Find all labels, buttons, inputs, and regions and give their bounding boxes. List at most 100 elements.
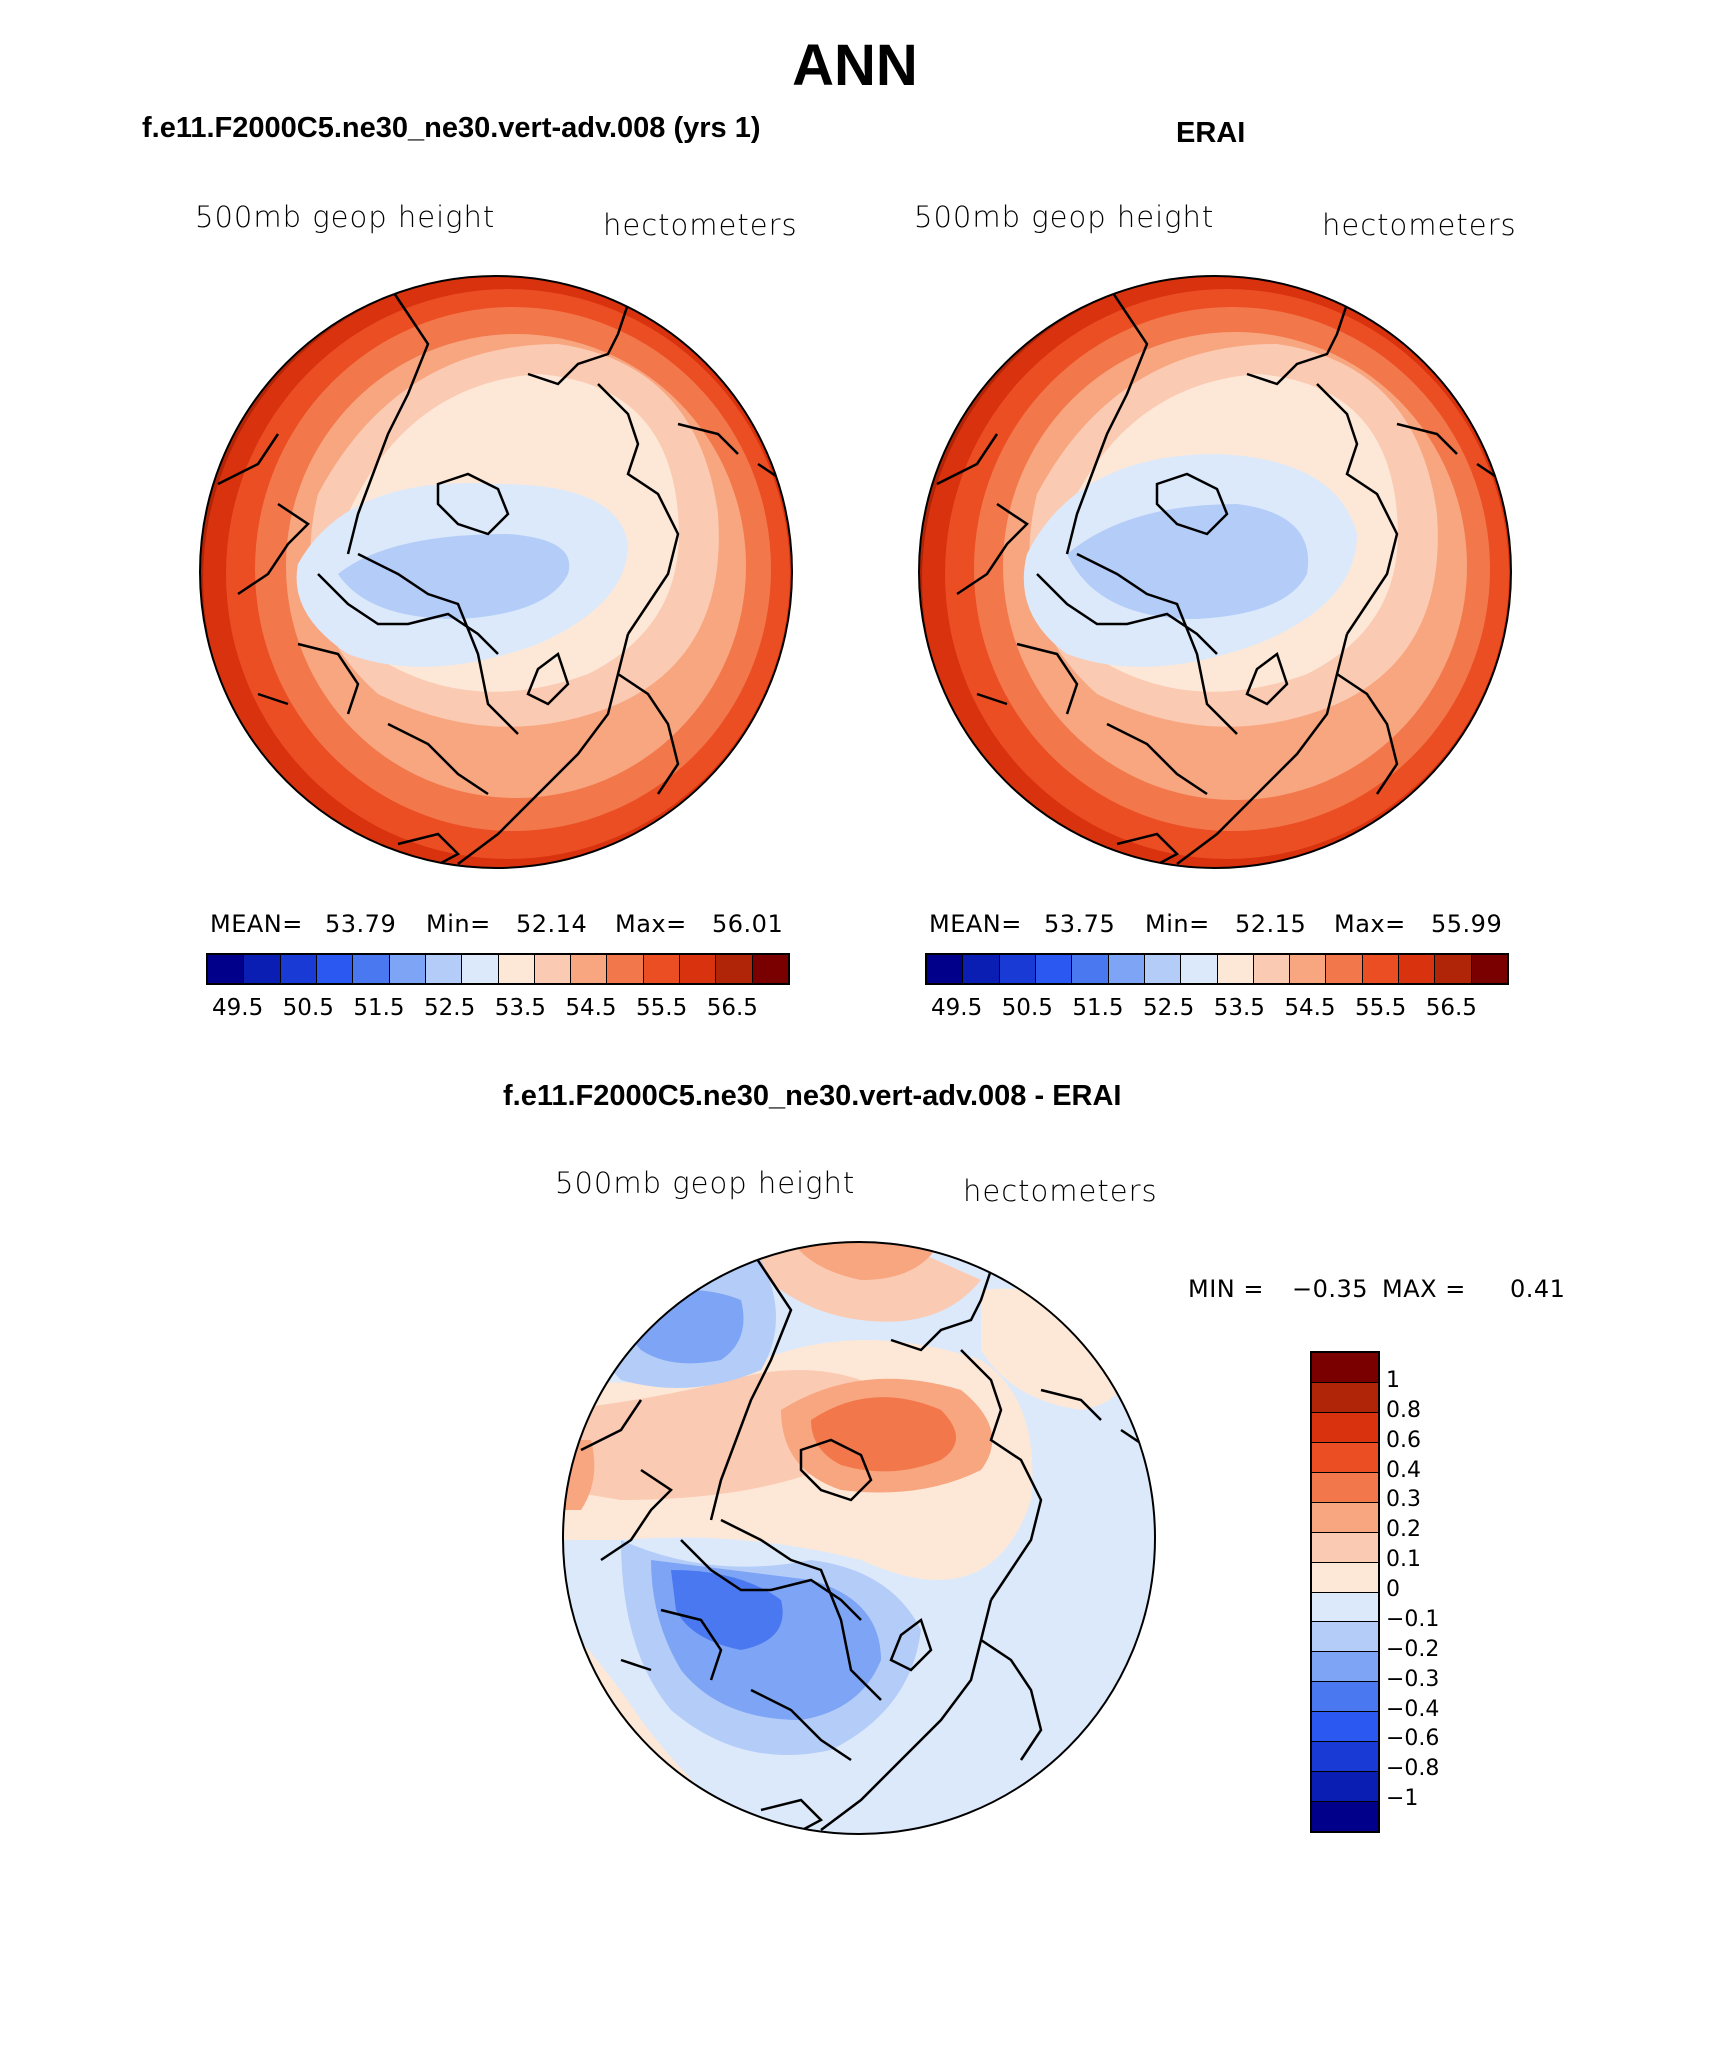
panel-model-colorbar-tick-4: 53.5 — [494, 995, 546, 1021]
panel-model-mean-label: MEAN= — [210, 910, 303, 938]
panel-diff-map — [562, 1241, 1156, 1835]
panel-obs-colorbar-swatch-6 — [1144, 955, 1182, 983]
panel-obs-colorbar-swatch-15 — [1471, 955, 1507, 983]
panel-diff-colorbar-tick-14: −1 — [1386, 1786, 1419, 1812]
panel-model-colorbar-swatch-7 — [462, 955, 499, 983]
panel-obs-max-value: 55.99 — [1431, 910, 1503, 938]
panel-model-variable: 500mb geop height — [195, 200, 496, 234]
panel-model-colorbar-swatch-13 — [680, 955, 717, 983]
panel-obs-colorbar-tick-4: 53.5 — [1213, 995, 1265, 1021]
panel-diff-title: f.e11.F2000C5.ne30_ne30.vert-adv.008 - E… — [503, 1080, 1122, 1112]
panel-model-colorbar-tick-2: 51.5 — [353, 995, 405, 1021]
panel-obs-colorbar-tick-1: 50.5 — [1001, 995, 1053, 1021]
panel-obs-colorbar — [925, 953, 1509, 985]
panel-obs-mean-value: 53.75 — [1044, 910, 1116, 938]
panel-model-colorbar-swatch-15 — [752, 955, 788, 983]
panel-diff-min-value: −0.35 — [1292, 1275, 1369, 1303]
panel-model-colorbar-swatch-4 — [353, 955, 390, 983]
panel-diff-colorbar-tick-2: 0.6 — [1386, 1427, 1421, 1453]
panel-model-max-value: 56.01 — [712, 910, 784, 938]
panel-obs-mean-label: MEAN= — [929, 910, 1022, 938]
panel-diff-colorbar-swatch-6 — [1312, 1532, 1378, 1563]
panel-model-colorbar-swatch-3 — [316, 955, 354, 983]
panel-model-colorbar-tick-1: 50.5 — [282, 995, 334, 1021]
panel-diff-colorbar-tick-12: −0.6 — [1386, 1726, 1440, 1752]
panel-obs-colorbar-swatch-10 — [1290, 955, 1327, 983]
panel-model-colorbar-swatch-6 — [425, 955, 463, 983]
panel-diff-variable: 500mb geop height — [555, 1166, 856, 1200]
panel-diff-colorbar-swatch-10 — [1312, 1652, 1378, 1683]
panel-diff-colorbar-swatch-2 — [1312, 1412, 1378, 1443]
panel-diff-colorbar-tick-3: 0.4 — [1386, 1457, 1421, 1483]
panel-model-min-value: 52.14 — [516, 910, 588, 938]
panel-model-max-label: Max= — [615, 910, 687, 938]
panel-obs-units: hectometers — [1322, 208, 1517, 242]
panel-diff-colorbar-tick-9: −0.2 — [1386, 1636, 1440, 1662]
main-title: ANN — [792, 33, 918, 98]
panel-obs-colorbar-swatch-4 — [1072, 955, 1109, 983]
panel-model-colorbar-tick-0: 49.5 — [212, 995, 264, 1021]
panel-diff-colorbar-tick-1: 0.8 — [1386, 1397, 1421, 1423]
panel-model-colorbar-tick-6: 55.5 — [636, 995, 688, 1021]
panel-model-colorbar-swatch-5 — [389, 955, 426, 983]
panel-diff-colorbar-swatch-1 — [1312, 1382, 1378, 1413]
panel-obs-map — [918, 275, 1512, 869]
panel-diff-colorbar-tick-6: 0.1 — [1386, 1547, 1421, 1573]
panel-obs-colorbar-tick-6: 55.5 — [1355, 995, 1407, 1021]
panel-diff-colorbar-tick-13: −0.8 — [1386, 1756, 1440, 1782]
panel-obs-colorbar-swatch-11 — [1326, 955, 1363, 983]
panel-obs-colorbar-tick-0: 49.5 — [931, 995, 983, 1021]
panel-model-colorbar — [206, 953, 790, 985]
panel-obs-colorbar-swatch-9 — [1253, 955, 1291, 983]
panel-obs-colorbar-swatch-0 — [927, 955, 964, 983]
panel-model-colorbar-swatch-9 — [534, 955, 572, 983]
panel-obs-colorbar-tick-5: 54.5 — [1284, 995, 1336, 1021]
panel-diff-colorbar-swatch-9 — [1312, 1622, 1378, 1653]
panel-diff-colorbar-swatch-3 — [1312, 1442, 1378, 1473]
panel-model-colorbar-tick-3: 52.5 — [424, 995, 476, 1021]
panel-obs-max-label: Max= — [1334, 910, 1406, 938]
panel-diff-colorbar-swatch-8 — [1312, 1592, 1378, 1623]
panel-model-colorbar-swatch-10 — [571, 955, 608, 983]
panel-diff-max-label: MAX = — [1382, 1275, 1466, 1303]
panel-diff-min-label: MIN = — [1188, 1275, 1264, 1303]
panel-diff-colorbar-tick-11: −0.4 — [1386, 1696, 1440, 1722]
panel-model-colorbar-tick-7: 56.5 — [706, 995, 758, 1021]
panel-obs-colorbar-tick-7: 56.5 — [1425, 995, 1477, 1021]
panel-model-colorbar-swatch-1 — [244, 955, 281, 983]
panel-diff-colorbar-swatch-0 — [1312, 1353, 1378, 1383]
panel-obs-colorbar-swatch-14 — [1435, 955, 1472, 983]
panel-model-colorbar-swatch-11 — [607, 955, 644, 983]
panel-model-units: hectometers — [603, 208, 798, 242]
panel-obs-variable: 500mb geop height — [914, 200, 1215, 234]
panel-obs-colorbar-swatch-13 — [1399, 955, 1436, 983]
panel-model-colorbar-ticks: 49.5 50.5 51.5 52.5 53.5 54.5 55.5 56.5 — [212, 995, 758, 1021]
panel-diff-colorbar-swatch-7 — [1312, 1562, 1378, 1593]
panel-model-map — [199, 275, 793, 869]
panel-obs-min-label: Min= — [1145, 910, 1210, 938]
panel-diff-colorbar-tick-7: 0 — [1386, 1577, 1400, 1602]
panel-diff-units: hectometers — [963, 1174, 1158, 1208]
panel-model-colorbar-swatch-8 — [498, 955, 535, 983]
panel-diff-colorbar-swatch-15 — [1312, 1802, 1378, 1831]
panel-diff-colorbar — [1310, 1351, 1380, 1833]
panel-obs-colorbar-swatch-3 — [1035, 955, 1073, 983]
panel-model-colorbar-swatch-14 — [716, 955, 753, 983]
panel-diff-max-value: 0.41 — [1510, 1275, 1566, 1303]
panel-model-min-label: Min= — [426, 910, 491, 938]
panel-diff-colorbar-swatch-14 — [1312, 1772, 1378, 1803]
panel-diff-colorbar-swatch-5 — [1312, 1502, 1378, 1533]
panel-diff-colorbar-tick-5: 0.2 — [1386, 1517, 1421, 1543]
panel-diff-colorbar-tick-4: 0.3 — [1386, 1487, 1421, 1513]
panel-diff-colorbar-swatch-12 — [1312, 1712, 1378, 1743]
panel-obs-colorbar-swatch-7 — [1181, 955, 1218, 983]
panel-obs-colorbar-tick-2: 51.5 — [1072, 995, 1124, 1021]
panel-diff-colorbar-swatch-4 — [1312, 1472, 1378, 1503]
panel-obs-colorbar-swatch-5 — [1108, 955, 1145, 983]
panel-diff-colorbar-tick-8: −0.1 — [1386, 1606, 1440, 1632]
panel-obs-colorbar-swatch-1 — [963, 955, 1000, 983]
panel-model-colorbar-swatch-0 — [208, 955, 245, 983]
panel-obs-min-value: 52.15 — [1235, 910, 1307, 938]
panel-obs-title: ERAI — [1176, 117, 1246, 149]
panel-obs-colorbar-ticks: 49.5 50.5 51.5 52.5 53.5 54.5 55.5 56.5 — [931, 995, 1477, 1021]
